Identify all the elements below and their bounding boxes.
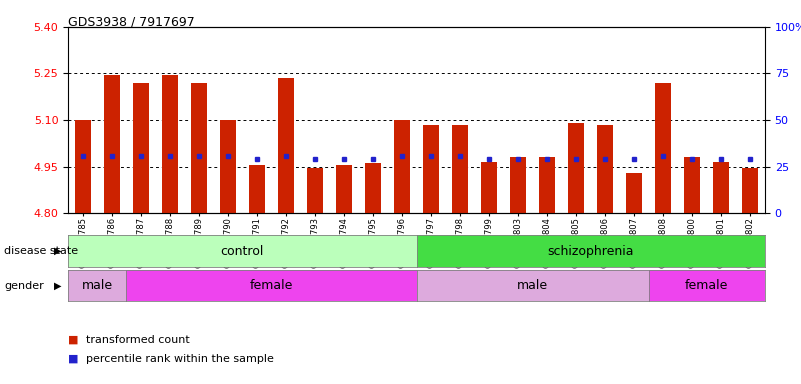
Bar	[219, 120, 235, 213]
Bar	[307, 168, 323, 213]
Text: female: female	[250, 279, 293, 292]
Text: ▶: ▶	[54, 281, 62, 291]
Bar	[74, 120, 91, 213]
Text: male: male	[82, 279, 113, 292]
Text: male: male	[517, 279, 548, 292]
Bar	[278, 78, 294, 213]
Bar	[598, 125, 614, 213]
Bar	[162, 75, 178, 213]
Text: schizophrenia: schizophrenia	[548, 245, 634, 258]
Bar	[452, 125, 468, 213]
Text: GDS3938 / 7917697: GDS3938 / 7917697	[68, 15, 195, 28]
Text: female: female	[685, 279, 729, 292]
Text: disease state: disease state	[4, 246, 78, 256]
Bar	[655, 83, 671, 213]
Text: transformed count: transformed count	[86, 335, 190, 345]
Bar	[568, 123, 584, 213]
Text: ■: ■	[68, 354, 78, 364]
Bar	[249, 165, 265, 213]
Bar	[626, 173, 642, 213]
Text: gender: gender	[4, 281, 44, 291]
Text: percentile rank within the sample: percentile rank within the sample	[86, 354, 274, 364]
Text: ▶: ▶	[54, 246, 62, 256]
Bar	[365, 164, 381, 213]
Bar	[684, 157, 700, 213]
Bar	[103, 75, 119, 213]
Text: ■: ■	[68, 335, 78, 345]
Bar	[191, 83, 207, 213]
Bar	[336, 165, 352, 213]
Text: control: control	[220, 245, 264, 258]
Bar	[394, 120, 410, 213]
Bar	[481, 162, 497, 213]
Bar	[423, 125, 439, 213]
Bar	[510, 157, 526, 213]
Bar	[714, 162, 730, 213]
Bar	[539, 157, 555, 213]
Bar	[133, 83, 149, 213]
Bar	[743, 168, 759, 213]
